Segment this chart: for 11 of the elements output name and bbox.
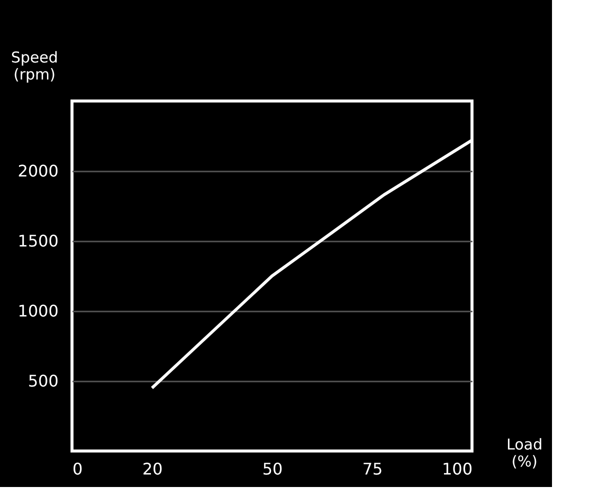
y-axis-title: Speed (rpm)	[10, 48, 58, 84]
x-tick-label: 75	[362, 460, 383, 478]
y-tick-label: 2000	[18, 162, 58, 180]
x-tick-label: 100	[442, 460, 472, 478]
y-tick-label: 500	[28, 372, 58, 390]
x-tick-label: 50	[262, 460, 283, 478]
x-tick-label: 0	[72, 460, 83, 478]
y-tick-label: 1000	[18, 302, 58, 320]
y-tick-label: 1500	[18, 232, 58, 250]
x-tick-label: 20	[142, 460, 163, 478]
x-axis-title: Load (%)	[506, 436, 542, 470]
